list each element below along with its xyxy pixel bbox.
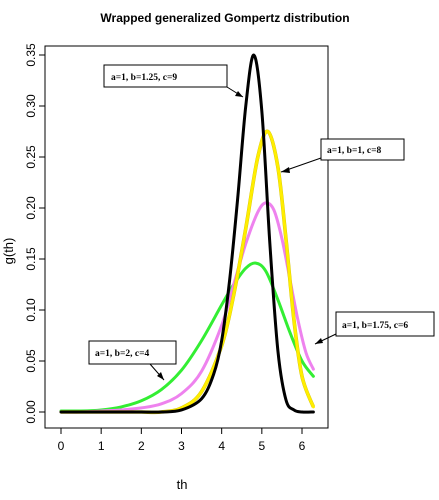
series-line-yellow <box>59 129 315 414</box>
annotation-box-3 <box>335 311 435 337</box>
annotation-box-4 <box>88 340 177 365</box>
y-tick-label: 0.00 <box>24 400 38 424</box>
x-tick-label: 5 <box>258 439 265 453</box>
annotation-label-1: a=1, b=1.25, c=9 <box>111 73 177 83</box>
chart-title: Wrapped generalized Gompertz distributio… <box>100 11 349 25</box>
annotations: a=1, b=1.25, c=9 a=1, b=1, c=8 a=1, b=1.… <box>88 64 435 381</box>
y-axis-label: g(th) <box>1 238 16 265</box>
y-tick-label: 0.10 <box>24 298 38 322</box>
x-tick-label: 3 <box>178 439 185 453</box>
x-tick-label: 0 <box>58 439 65 453</box>
x-tick-label: 1 <box>98 439 105 453</box>
annotation-label-2: a=1, b=1, c=8 <box>327 146 381 156</box>
y-tick-label: 0.05 <box>24 349 38 373</box>
y-tick-label: 0.30 <box>24 94 38 118</box>
annotation-arrowhead-3 <box>315 338 323 344</box>
series-line-black <box>59 53 315 414</box>
annotation-label-3: a=1, b=1.75, c=6 <box>342 321 408 331</box>
y-tick-label: 0.35 <box>24 43 38 67</box>
x-tick-label: 6 <box>299 439 306 453</box>
series-line-yellow-outline <box>61 129 316 415</box>
y-tick-label: 0.25 <box>24 145 38 169</box>
x-axis-label: th <box>177 477 188 492</box>
y-tick-label: 0.15 <box>24 247 38 271</box>
annotation-arrowhead-2 <box>281 167 290 173</box>
annotation-arrowhead-4 <box>157 372 164 380</box>
x-tick-label: 2 <box>138 439 145 453</box>
annotation-arrowhead-1 <box>235 91 243 97</box>
y-tick-label: 0.20 <box>24 196 38 220</box>
y-axis: 0.00 0.05 0.10 0.15 0.20 0.25 0.30 0.35 <box>24 43 46 424</box>
x-tick-label: 4 <box>218 439 225 453</box>
annotation-box-2 <box>320 138 405 161</box>
series-line-green <box>59 261 315 413</box>
x-axis: 0 1 2 3 4 5 6 <box>58 427 306 453</box>
annotation-box-1 <box>103 64 228 88</box>
annotation-label-4: a=1, b=2, c=4 <box>95 349 149 359</box>
series-layer <box>59 53 316 415</box>
